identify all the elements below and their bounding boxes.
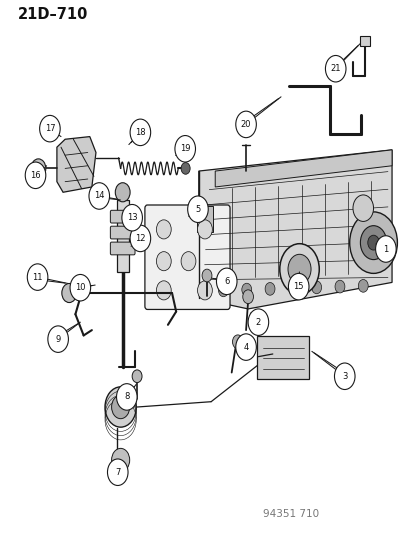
Circle shape xyxy=(112,448,129,472)
Circle shape xyxy=(156,281,171,300)
Circle shape xyxy=(232,335,242,349)
Circle shape xyxy=(367,235,378,250)
Text: 10: 10 xyxy=(75,283,85,292)
Circle shape xyxy=(264,282,274,295)
Polygon shape xyxy=(215,150,391,187)
Text: 21D–710: 21D–710 xyxy=(18,7,88,22)
Circle shape xyxy=(352,195,373,221)
Text: 17: 17 xyxy=(45,124,55,133)
Polygon shape xyxy=(57,136,96,192)
Circle shape xyxy=(202,269,211,282)
Circle shape xyxy=(48,326,68,352)
Circle shape xyxy=(27,264,48,290)
Circle shape xyxy=(197,220,212,239)
Circle shape xyxy=(35,164,42,173)
Text: 18: 18 xyxy=(135,128,145,137)
Circle shape xyxy=(218,284,228,297)
Circle shape xyxy=(105,387,136,427)
Text: 2: 2 xyxy=(255,318,261,327)
Circle shape xyxy=(62,284,76,303)
FancyBboxPatch shape xyxy=(145,205,230,310)
Circle shape xyxy=(242,290,253,304)
Circle shape xyxy=(325,55,345,82)
Circle shape xyxy=(247,309,268,335)
Circle shape xyxy=(334,363,354,390)
Circle shape xyxy=(279,244,318,295)
Text: 20: 20 xyxy=(240,120,251,129)
Circle shape xyxy=(216,268,237,295)
Circle shape xyxy=(180,252,195,271)
Circle shape xyxy=(156,220,171,239)
Text: 6: 6 xyxy=(223,277,229,286)
Polygon shape xyxy=(198,150,391,309)
Circle shape xyxy=(197,281,212,300)
Circle shape xyxy=(70,274,90,301)
Text: 11: 11 xyxy=(32,272,43,281)
Text: 4: 4 xyxy=(243,343,248,352)
Circle shape xyxy=(89,183,109,209)
Circle shape xyxy=(375,236,395,262)
Circle shape xyxy=(235,334,256,360)
Circle shape xyxy=(358,279,367,292)
Circle shape xyxy=(31,159,46,178)
Circle shape xyxy=(156,252,171,271)
Circle shape xyxy=(241,283,251,296)
Text: 16: 16 xyxy=(30,171,41,180)
Text: 3: 3 xyxy=(341,372,347,381)
Text: 1: 1 xyxy=(382,245,387,254)
Text: 7: 7 xyxy=(115,468,120,477)
FancyBboxPatch shape xyxy=(359,36,369,46)
Circle shape xyxy=(311,281,321,294)
Circle shape xyxy=(235,111,256,138)
Circle shape xyxy=(116,384,137,410)
Circle shape xyxy=(180,163,190,174)
Text: 12: 12 xyxy=(135,234,145,243)
Circle shape xyxy=(40,115,60,142)
Circle shape xyxy=(175,135,195,162)
Text: 8: 8 xyxy=(124,392,129,401)
Text: 9: 9 xyxy=(55,335,61,344)
Circle shape xyxy=(115,183,130,202)
Circle shape xyxy=(288,282,298,294)
Circle shape xyxy=(130,119,150,146)
FancyBboxPatch shape xyxy=(110,211,135,223)
Circle shape xyxy=(187,196,208,222)
Circle shape xyxy=(112,395,129,419)
Text: 94351 710: 94351 710 xyxy=(262,509,318,519)
Circle shape xyxy=(121,205,142,231)
FancyBboxPatch shape xyxy=(256,336,308,379)
Circle shape xyxy=(132,370,142,383)
Circle shape xyxy=(287,254,310,284)
Circle shape xyxy=(359,225,386,260)
Circle shape xyxy=(288,273,308,300)
Circle shape xyxy=(107,459,128,486)
Text: 19: 19 xyxy=(180,144,190,154)
Circle shape xyxy=(334,280,344,293)
FancyBboxPatch shape xyxy=(116,200,128,272)
Text: 14: 14 xyxy=(94,191,104,200)
Circle shape xyxy=(349,212,396,273)
Circle shape xyxy=(130,225,150,252)
Text: 5: 5 xyxy=(195,205,200,214)
FancyBboxPatch shape xyxy=(196,206,213,232)
Circle shape xyxy=(25,162,46,189)
FancyBboxPatch shape xyxy=(110,242,135,255)
FancyBboxPatch shape xyxy=(110,226,135,239)
Text: 15: 15 xyxy=(293,282,303,291)
Text: 13: 13 xyxy=(126,213,137,222)
Text: 21: 21 xyxy=(330,64,340,73)
